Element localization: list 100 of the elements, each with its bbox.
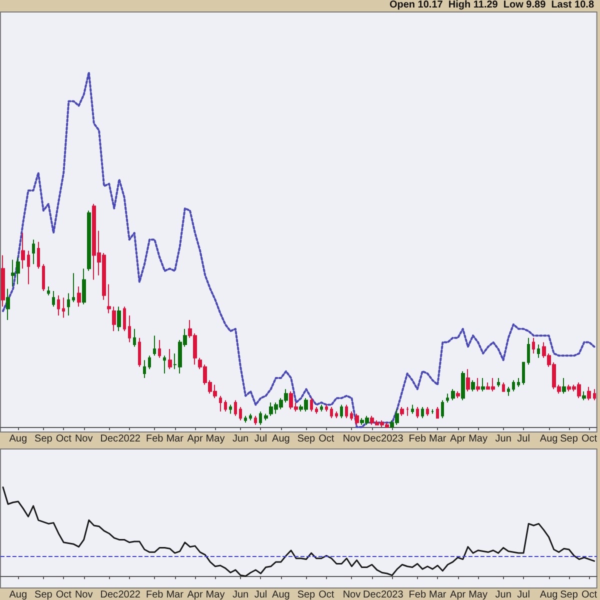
x-tick-label: Oct (581, 434, 598, 444)
candlestick (57, 294, 60, 316)
x-tick-label: Oct (56, 590, 72, 600)
candlestick (421, 406, 424, 419)
x-tick-label: Jun (232, 434, 249, 444)
candlestick (461, 370, 465, 401)
candlestick (582, 390, 586, 401)
x-tick-label: Aug (272, 434, 290, 444)
candlestick (148, 355, 151, 370)
candlestick (1, 254, 5, 308)
x-tick-label: Feb (146, 434, 164, 444)
candlestick (138, 337, 141, 368)
candlestick (72, 272, 75, 303)
x-tick-label: Mar (166, 590, 184, 600)
candlestick (27, 250, 30, 285)
x-tick-label: Oct (581, 590, 598, 600)
candlestick (532, 337, 535, 354)
candlestick (310, 398, 313, 412)
x-tick-label: Jul (517, 590, 530, 600)
x-tick-label: Dec (363, 590, 381, 600)
candlestick (77, 286, 81, 308)
x-tick-label: Sep (297, 590, 316, 600)
x-tick-label: 2023 (381, 434, 404, 444)
x-tick-label: Feb (408, 590, 426, 600)
x-tick-label: May (468, 590, 488, 600)
candlestick (264, 413, 268, 421)
candlestick (512, 380, 515, 392)
candlestick (123, 306, 126, 332)
x-tick-label: Sep (560, 590, 578, 600)
x-tick-label: Aug (272, 590, 290, 600)
x-tick-label: Dec (100, 590, 118, 600)
candlestick (593, 388, 596, 401)
x-tick-label: Nov (74, 590, 93, 600)
candlestick (325, 404, 328, 412)
candlestick (259, 410, 262, 426)
candlestick (107, 284, 111, 314)
x-tick-label: Apr (450, 590, 466, 600)
candlestick (476, 377, 480, 392)
x-tick-label: Sep (34, 590, 53, 600)
candlestick (6, 288, 10, 320)
candlestick (416, 406, 419, 419)
x-tick-label: Jul (254, 434, 268, 444)
candlestick (406, 406, 409, 416)
x-tick-label: 2022 (118, 434, 141, 444)
candlestick (128, 315, 131, 343)
candlestick (340, 404, 343, 419)
x-tick-label: Sep (297, 434, 316, 444)
x-tick-label: Oct (56, 434, 72, 444)
x-tick-label: Mar (166, 434, 184, 444)
candlestick (32, 239, 35, 265)
candlestick (522, 362, 525, 386)
candlestick (436, 406, 439, 419)
x-tick-label: Dec (363, 434, 381, 444)
candlestick (355, 413, 359, 426)
candlestick (112, 306, 116, 332)
candlestick (37, 241, 40, 270)
candlestick (456, 390, 460, 399)
candlestick (350, 410, 353, 421)
x-tick-label: Feb (408, 434, 426, 444)
candlestick (224, 400, 227, 412)
candlestick (234, 400, 237, 416)
candlestick (587, 386, 591, 401)
x-tick-label: May (206, 590, 225, 600)
candlestick (481, 377, 485, 392)
candlestick (47, 286, 50, 296)
candlestick (562, 377, 566, 394)
x-tick-label: Feb (146, 590, 164, 600)
candlestick (320, 404, 323, 412)
candlestick (52, 290, 55, 308)
x-tick-label: Aug (9, 590, 28, 600)
x-tick-label: Jul (517, 434, 530, 444)
candlestick (451, 388, 455, 401)
candlestick (163, 355, 166, 374)
candlestick (117, 306, 121, 332)
x-tick-label: Apr (187, 434, 204, 444)
x-tick-label: May (206, 434, 225, 444)
candlestick (239, 406, 242, 421)
x-tick-label: Mar (429, 434, 447, 444)
candlestick (168, 348, 172, 370)
x-tick-label: Aug (540, 590, 558, 600)
candlestick (82, 268, 86, 305)
candlestick (62, 297, 65, 318)
candlestick (21, 232, 25, 270)
x-tick-label: Jun (495, 434, 512, 444)
candlestick (330, 406, 333, 419)
candlestick (517, 377, 520, 388)
candlestick (400, 406, 404, 416)
x-tick-label: Jun (232, 590, 249, 600)
x-tick-label: Aug (540, 434, 558, 444)
candlestick (254, 415, 257, 426)
candlestick (502, 382, 505, 392)
x-tick-label: Nov (74, 434, 93, 444)
candlestick (229, 404, 232, 414)
x-tick-label: Apr (187, 590, 204, 600)
candlestick (67, 292, 70, 316)
candlestick (497, 377, 500, 388)
candlestick (315, 406, 318, 414)
candlestick (335, 410, 338, 419)
x-tick-label: Oct (318, 434, 334, 444)
candlestick (345, 404, 348, 419)
